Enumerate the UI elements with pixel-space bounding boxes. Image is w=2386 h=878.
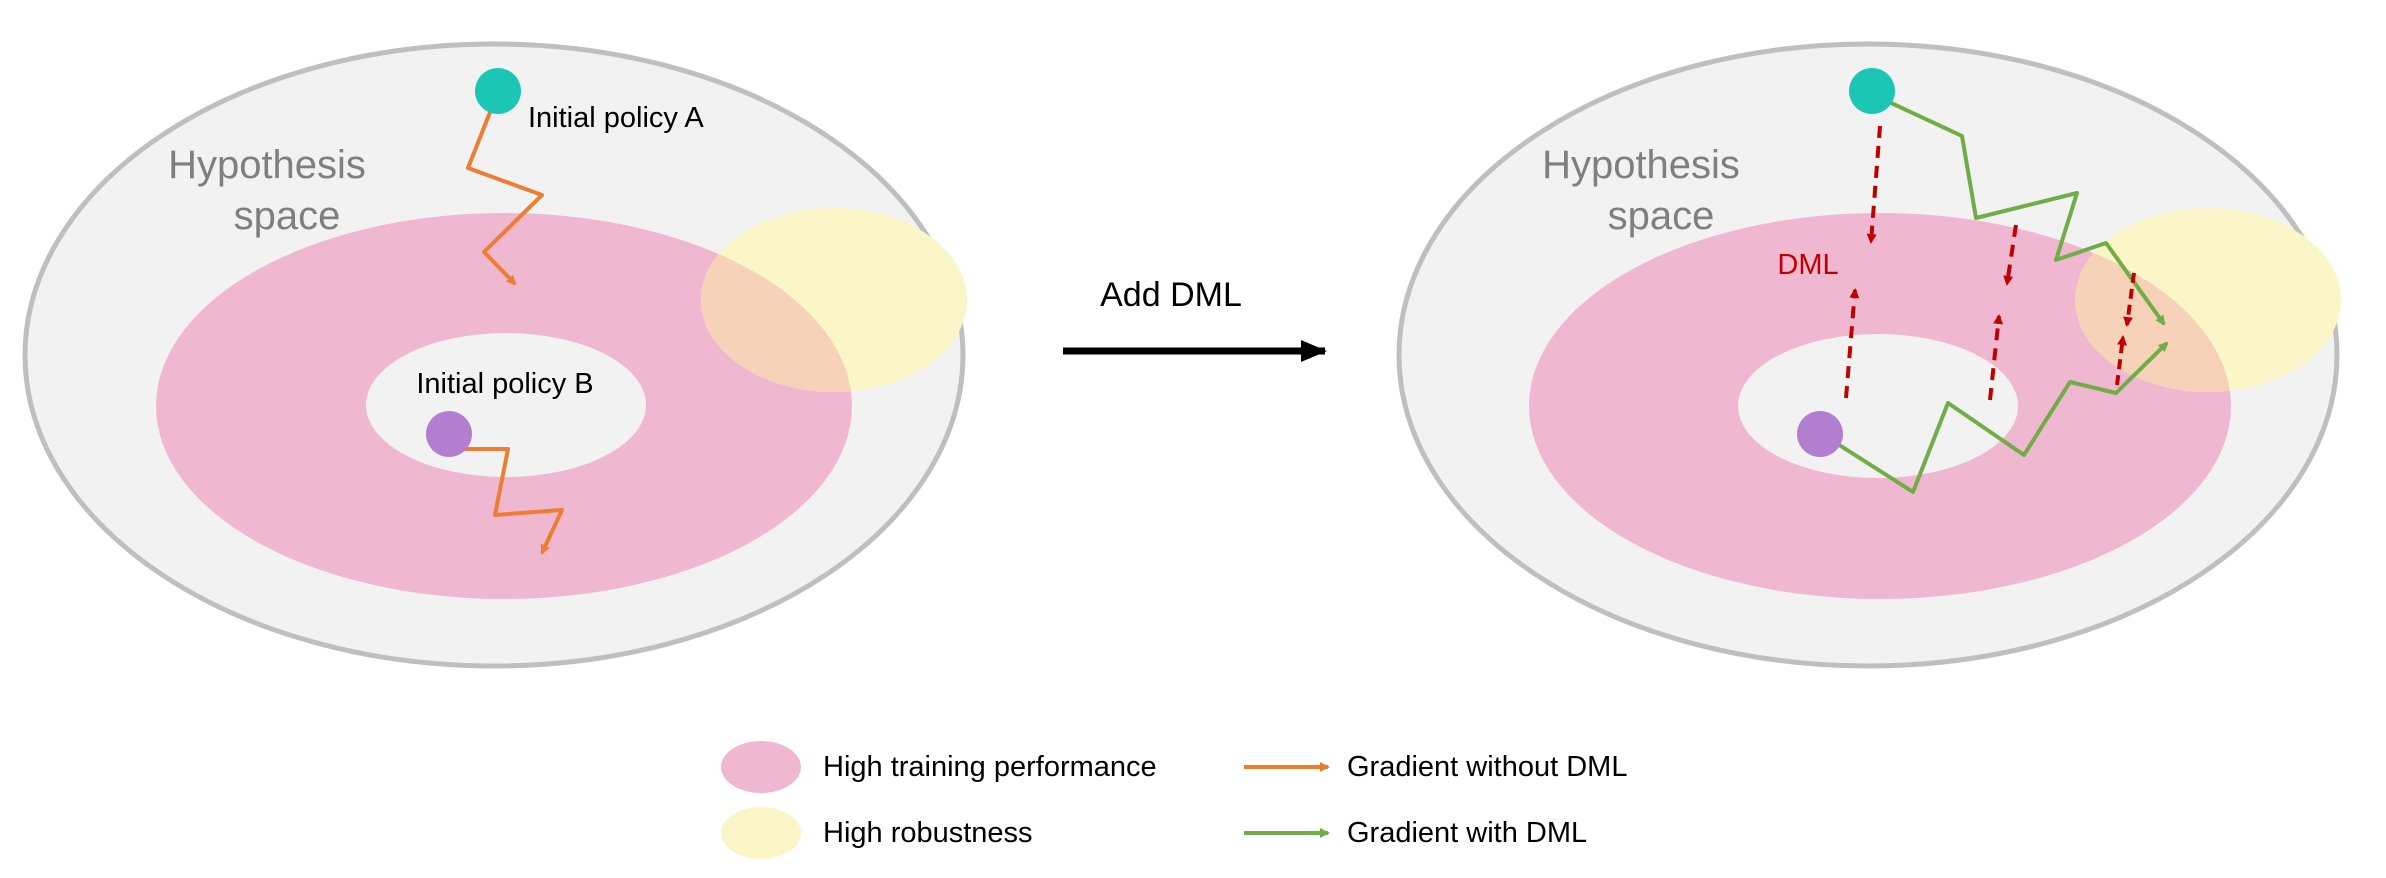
legend-label-gradient-without: Gradient without DML bbox=[1347, 751, 1627, 783]
hypothesis-label-left-line2: space bbox=[234, 194, 341, 238]
dml-arrow-up-1 bbox=[1844, 288, 1860, 399]
dml-arrow-down-3 bbox=[2123, 272, 2136, 327]
gradient-with-dml-path-a bbox=[1871, 92, 2166, 326]
policy-a-dot-left bbox=[475, 68, 521, 114]
inner-hole-right bbox=[1738, 334, 2018, 478]
legend-swatch-high-robustness bbox=[721, 807, 801, 859]
dml-arrow-down-2 bbox=[2003, 224, 2018, 286]
dml-arrow-up-3 bbox=[2115, 335, 2127, 386]
legend: High training performance High robustnes… bbox=[721, 741, 1627, 859]
policy-a-label: Initial policy A bbox=[528, 102, 704, 134]
dml-arrow-up-2 bbox=[1988, 314, 2004, 401]
policy-b-dot-right bbox=[1797, 411, 1843, 457]
policy-b-label: Initial policy B bbox=[416, 368, 593, 400]
left-panel: Hypothesis space Initial policy A Initia… bbox=[22, 41, 967, 669]
legend-swatch-high-training bbox=[721, 741, 801, 793]
legend-label-high-robustness: High robustness bbox=[823, 817, 1033, 849]
hypothesis-label-left-line1: Hypothesis bbox=[168, 143, 366, 187]
policy-a-dot-right bbox=[1849, 68, 1895, 114]
gradient-with-dml-path-b bbox=[1820, 341, 2169, 494]
right-panel: Hypothesis space DML bbox=[1396, 41, 2341, 669]
gradient-without-dml-path-b bbox=[455, 447, 564, 555]
add-dml-label: Add DML bbox=[1100, 276, 1242, 314]
transition: Add DML bbox=[1063, 276, 1327, 362]
legend-label-gradient-with: Gradient with DML bbox=[1347, 817, 1587, 849]
dml-label: DML bbox=[1777, 249, 1838, 281]
hypothesis-label-right-line1: Hypothesis bbox=[1542, 143, 1740, 187]
policy-b-dot-left bbox=[426, 411, 472, 457]
hypothesis-label-right-line2: space bbox=[1608, 194, 1715, 238]
legend-label-high-training: High training performance bbox=[823, 751, 1157, 783]
gradient-without-dml-path-a bbox=[466, 91, 544, 286]
